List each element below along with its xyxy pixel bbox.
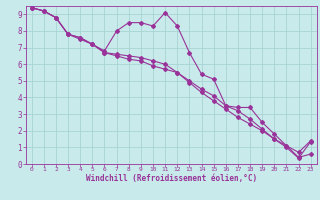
X-axis label: Windchill (Refroidissement éolien,°C): Windchill (Refroidissement éolien,°C) [86, 174, 257, 183]
